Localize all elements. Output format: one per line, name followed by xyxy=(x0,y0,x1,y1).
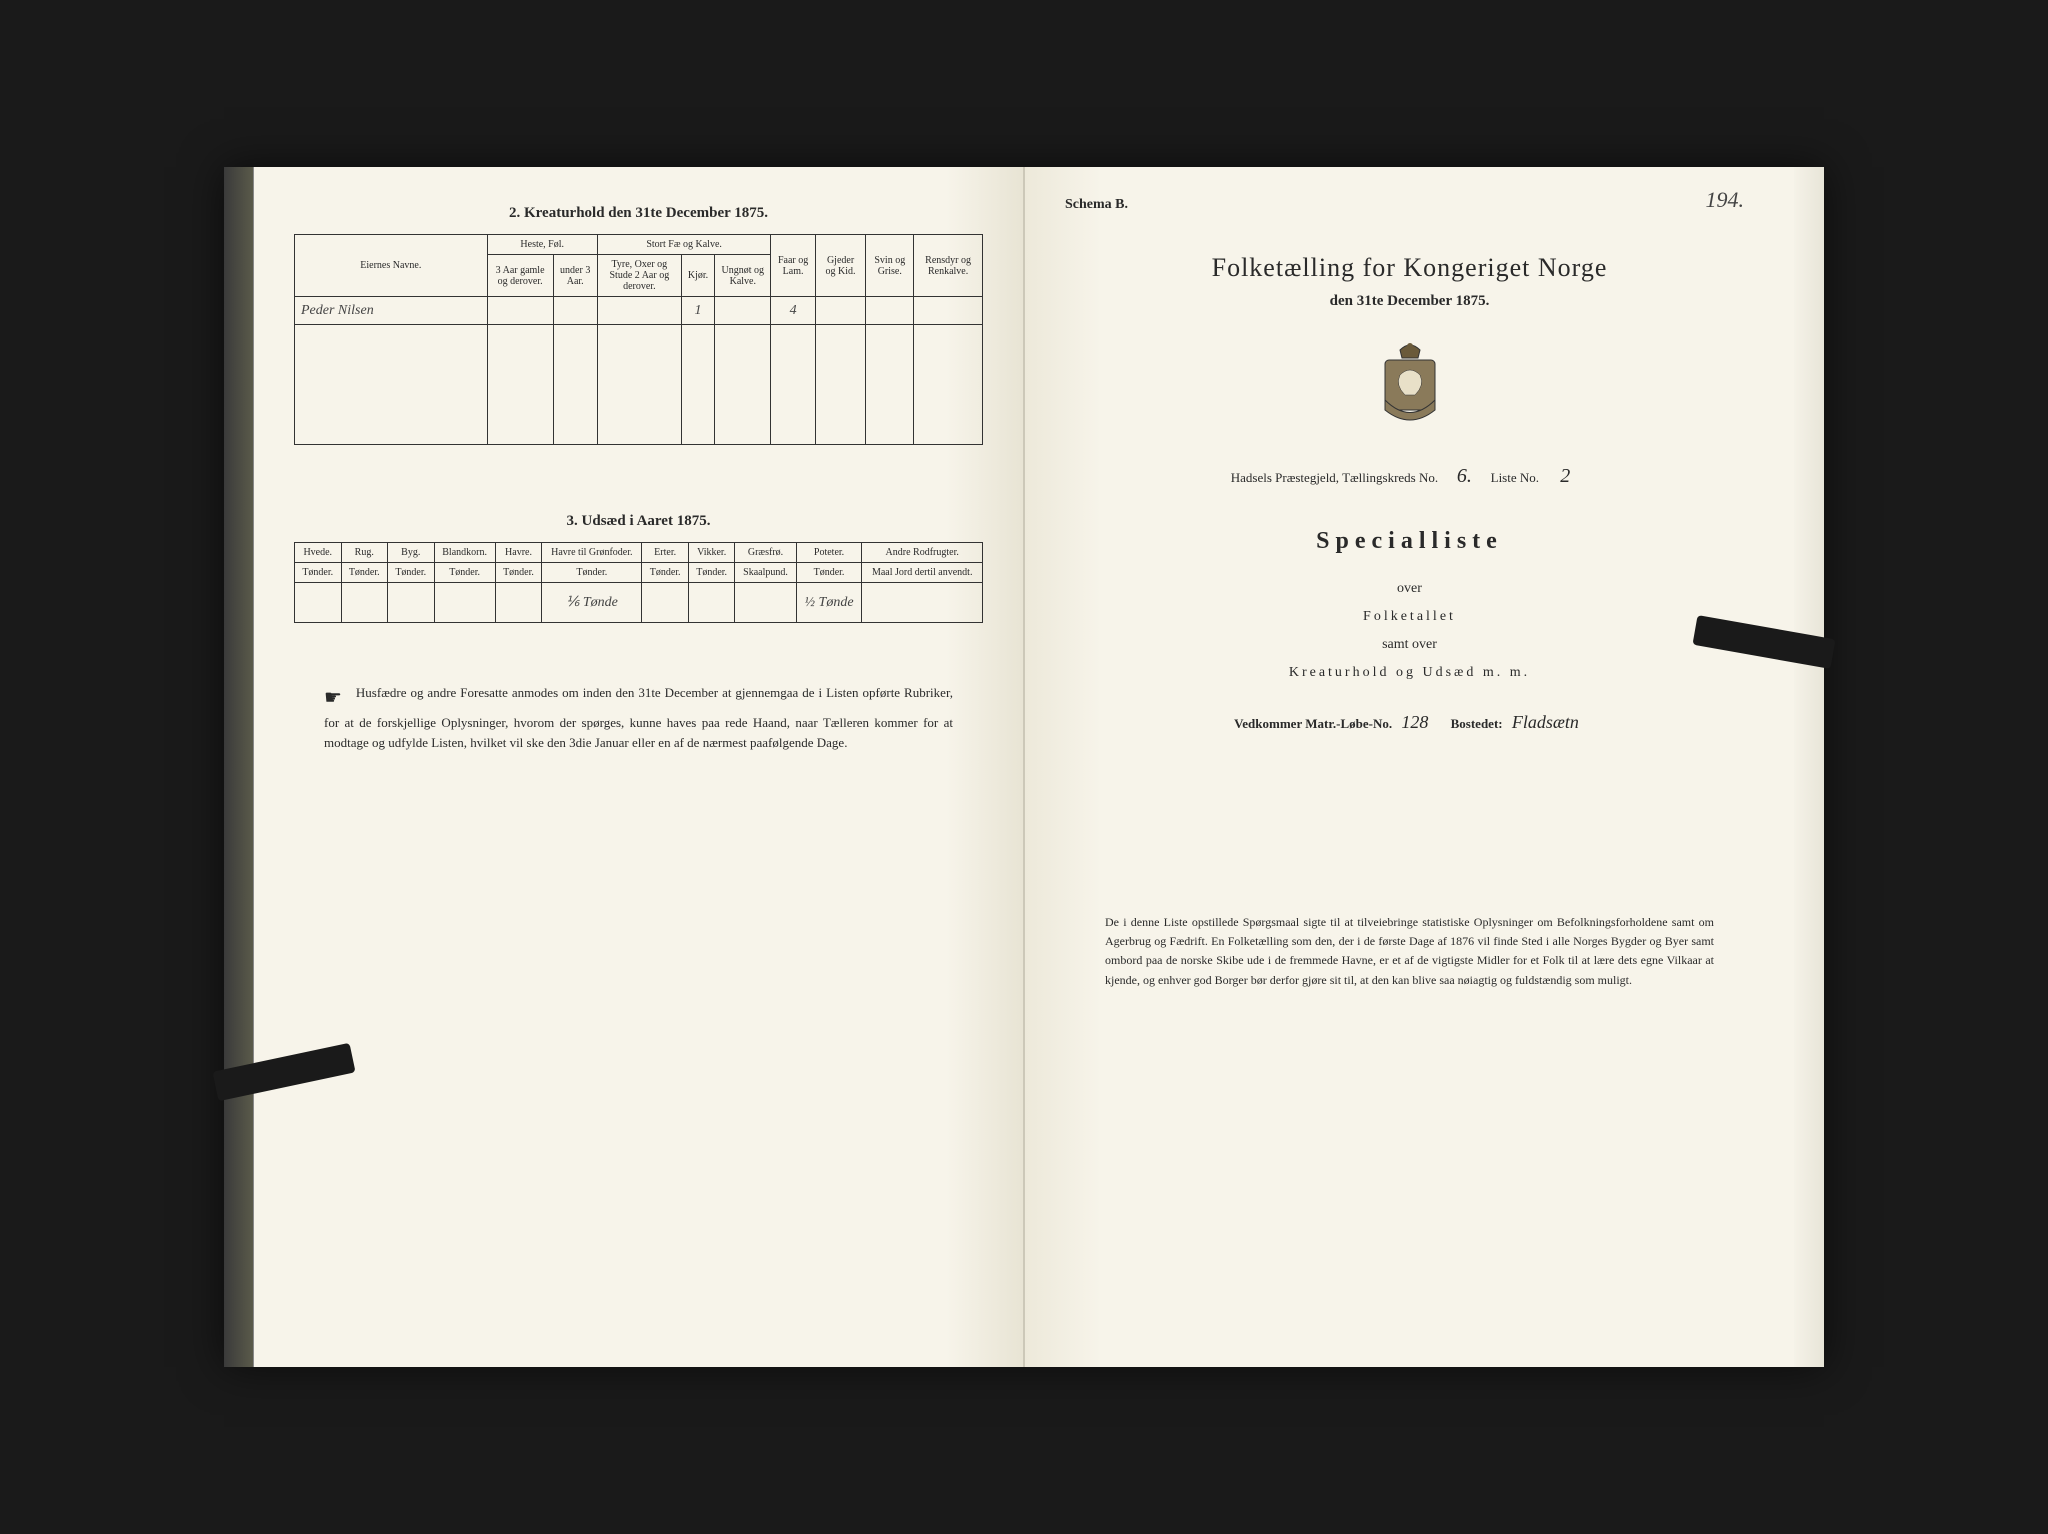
over-label: over xyxy=(1065,575,1754,603)
main-title: Folketælling for Kongeriget Norge xyxy=(1065,253,1754,283)
footer-text: Husfædre og andre Foresatte anmodes om i… xyxy=(324,685,953,750)
th-unit: Tønder. xyxy=(642,563,689,583)
table-row: Peder Nilsen 1 4 xyxy=(295,297,983,325)
matr-label1: Vedkommer Matr.-Løbe-No. xyxy=(1234,716,1392,731)
th-unit: Tønder. xyxy=(796,563,862,583)
th-horses-2: under 3 Aar. xyxy=(553,255,597,297)
liste-label: Liste No. xyxy=(1491,470,1539,485)
th-havre: Havre. xyxy=(495,543,542,563)
th-cattle-1: Tyre, Oxer og Stude 2 Aar og derover. xyxy=(597,255,681,297)
th-goats: Gjeder og Kid. xyxy=(815,235,866,297)
right-page: Schema B. 194. Folketælling for Kongerig… xyxy=(1025,167,1794,1367)
matr-val2: Fladsætn xyxy=(1512,712,1579,732)
th-poteter: Poteter. xyxy=(796,543,862,563)
table-row: ⅙ Tønde ½ Tønde xyxy=(295,583,983,623)
th-unit: Tønder. xyxy=(542,563,642,583)
owner-cell: Peder Nilsen xyxy=(295,297,488,325)
binding-left xyxy=(224,167,254,1367)
th-cattle-3: Ungnøt og Kalve. xyxy=(715,255,771,297)
th-havre-gron: Havre til Grønfoder. xyxy=(542,543,642,563)
kreds-value: 6. xyxy=(1449,465,1479,488)
poteter-cell: ½ Tønde xyxy=(796,583,862,623)
schema-label: Schema B. xyxy=(1065,197,1754,213)
book-spread: 2. Kreaturhold den 31te December 1875. E… xyxy=(224,167,1824,1367)
kjor-cell: 1 xyxy=(681,297,714,325)
th-unit2: Skaalpund. xyxy=(735,563,796,583)
left-footer-note: ☛ Husfædre og andre Foresatte anmodes om… xyxy=(294,683,983,752)
district-line: Hadsels Præstegjeld, Tællingskreds No. 6… xyxy=(1065,465,1754,488)
th-unit: Tønder. xyxy=(388,563,435,583)
sheep-cell: 4 xyxy=(771,297,815,325)
th-rug: Rug. xyxy=(341,543,388,563)
pointing-hand-icon: ☛ xyxy=(324,683,342,713)
specialliste-title: Specialliste xyxy=(1065,528,1754,555)
matr-line: Vedkommer Matr.-Løbe-No. 128 Bostedet: F… xyxy=(1065,712,1754,733)
th-graesfro: Græsfrø. xyxy=(735,543,796,563)
section2-title: 2. Kreaturhold den 31te December 1875. xyxy=(294,205,983,222)
havre-gron-cell: ⅙ Tønde xyxy=(542,583,642,623)
th-horses-1: 3 Aar gamle og derover. xyxy=(487,255,553,297)
sub-date: den 31te December 1875. xyxy=(1065,293,1754,310)
th-unit: Tønder. xyxy=(688,563,735,583)
th-unit: Tønder. xyxy=(295,563,342,583)
th-owner: Eiernes Navne. xyxy=(295,235,488,297)
th-vikker: Vikker. xyxy=(688,543,735,563)
th-hvede: Hvede. xyxy=(295,543,342,563)
th-unit: Tønder. xyxy=(341,563,388,583)
kreaturhold-label: Kreaturhold og Udsæd m. m. xyxy=(1065,659,1754,687)
folketallet-label: Folketallet xyxy=(1065,603,1754,631)
th-unit: Tønder. xyxy=(434,563,495,583)
matr-label2: Bostedet: xyxy=(1451,716,1503,731)
section3-title: 3. Udsæd i Aaret 1875. xyxy=(294,513,983,530)
th-byg: Byg. xyxy=(388,543,435,563)
page-number: 194. xyxy=(1706,187,1745,213)
th-blandkorn: Blandkorn. xyxy=(434,543,495,563)
th-andre: Andre Rodfrugter. xyxy=(862,543,983,563)
binding-right xyxy=(1794,167,1824,1367)
udsaed-table: Hvede. Rug. Byg. Blandkorn. Havre. Havre… xyxy=(294,542,983,623)
th-pigs: Svin og Grise. xyxy=(866,235,914,297)
th-cattle: Stort Fæ og Kalve. xyxy=(597,235,771,255)
center-block: over Folketallet samt over Kreaturhold o… xyxy=(1065,575,1754,687)
th-unit: Tønder. xyxy=(495,563,542,583)
th-cattle-2: Kjør. xyxy=(681,255,714,297)
th-erter: Erter. xyxy=(642,543,689,563)
kreaturhold-table: Eiernes Navne. Heste, Føl. Stort Fæ og K… xyxy=(294,234,983,445)
th-horses: Heste, Føl. xyxy=(487,235,597,255)
coat-of-arms-icon xyxy=(1065,340,1754,435)
th-unit3: Maal Jord dertil anvendt. xyxy=(862,563,983,583)
th-reindeer: Rensdyr og Renkalve. xyxy=(914,235,983,297)
th-sheep: Faar og Lam. xyxy=(771,235,815,297)
left-page: 2. Kreaturhold den 31te December 1875. E… xyxy=(254,167,1025,1367)
matr-val1: 128 xyxy=(1401,712,1428,732)
table-row xyxy=(295,325,983,445)
liste-value: 2 xyxy=(1550,465,1580,488)
samt-over-label: samt over xyxy=(1065,631,1754,659)
right-footer-text: De i denne Liste opstillede Spørgsmaal s… xyxy=(1065,913,1754,990)
district-prefix: Hadsels Præstegjeld, Tællingskreds No. xyxy=(1231,470,1438,485)
